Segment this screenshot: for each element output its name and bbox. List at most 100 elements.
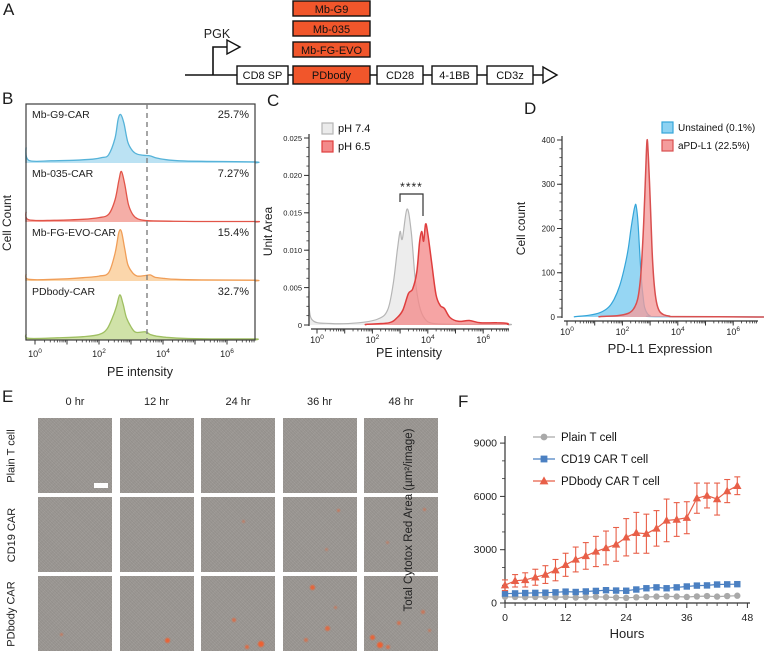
data-marker — [693, 593, 701, 600]
data-series-line — [504, 583, 738, 595]
cytotox-red-dot — [325, 548, 329, 551]
svg-text:104: 104 — [421, 334, 435, 345]
data-marker — [591, 547, 601, 555]
panel-e-microscopy-grid: 0 hr 12 hr 24 hr 36 hr 48 hr Plain T cell CD19… — [0, 388, 460, 652]
svg-text:106: 106 — [726, 326, 740, 337]
data-marker — [592, 593, 600, 600]
construct-box-cd8-sp — [236, 65, 289, 85]
svg-text:100: 100 — [310, 334, 324, 345]
data-marker — [653, 593, 660, 600]
data-marker — [713, 593, 721, 600]
micro-image-cell — [38, 418, 112, 493]
cytotox-red-dot — [396, 621, 401, 625]
overlay-histogram-plot: 0 100 200 300 400 100 102 104 106 PD-L1 Expressio… — [514, 121, 764, 356]
timepoint-header: 36 hr — [306, 396, 333, 408]
micro-image-cell — [282, 418, 357, 493]
cytotox-red-dot — [303, 637, 308, 642]
svg-text:104: 104 — [156, 348, 170, 359]
legend-marker — [539, 476, 549, 485]
cytotox-red-dot — [428, 628, 432, 632]
construct-box-pdbody — [292, 65, 371, 85]
svg-text:100: 100 — [542, 269, 556, 278]
construct-box-label: CD28 — [386, 70, 414, 82]
svg-text:9000: 9000 — [474, 438, 498, 450]
data-marker — [571, 555, 580, 563]
legend-label: pH 6.5 — [338, 141, 370, 153]
cytotox-red-dot — [245, 645, 250, 649]
micro-image-cell — [201, 418, 275, 493]
cytotox-red-dot — [420, 609, 425, 614]
data-marker — [511, 590, 519, 597]
data-marker — [582, 593, 589, 601]
histogram-percent: 32.7% — [218, 286, 249, 298]
data-marker — [522, 589, 529, 597]
y-axis-label: Unit Area — [262, 206, 275, 256]
x-axis-label: PE intensity — [376, 346, 443, 360]
data-marker — [562, 593, 569, 601]
construct-box-label: 4-1BB — [439, 70, 470, 82]
micro-image-cell — [364, 418, 438, 493]
condition-row-label: PDbody CAR — [6, 580, 19, 647]
cytotox-red-dot — [334, 606, 338, 609]
panel-letter-b: B — [2, 89, 14, 108]
svg-text:200: 200 — [542, 224, 556, 233]
significance-stars: **** — [400, 180, 423, 194]
significance-bracket — [399, 193, 424, 216]
data-marker — [693, 582, 701, 589]
data-marker — [581, 551, 590, 560]
x-axis-label: Hours — [610, 626, 645, 641]
construct-diagram-plot: PGK CD8 SP PDbody CD28 4-1BB CD3z Mb-G9 Mb-035 M… — [185, 0, 559, 85]
micro-image-cell — [38, 497, 112, 572]
svg-text:102: 102 — [92, 348, 106, 359]
data-marker — [542, 589, 549, 596]
y-axis-label: Cell Count — [0, 194, 14, 251]
data-marker — [592, 587, 600, 595]
data-marker — [663, 585, 670, 592]
y-axis-label: Total Cytotox Red Area (µm²/image) — [403, 428, 415, 611]
mb-variant-box — [292, 41, 371, 58]
panel-a-construct-diagram: PGK CD8 SP PDbody CD28 4-1BB CD3z Mb-G9 Mb-035 M… — [175, 0, 575, 92]
histogram-percent: 25.7% — [218, 109, 249, 121]
svg-text:6000: 6000 — [474, 491, 498, 503]
legend-swatch — [321, 122, 334, 135]
data-marker — [643, 593, 650, 601]
svg-text:0: 0 — [502, 612, 508, 624]
flow-histogram-stack-plot: Mb-G9-CAR 25.7% Mb-035-CAR 7.27% Mb-FG-EVO-C… — [0, 103, 261, 379]
data-marker — [712, 494, 722, 503]
data-marker — [572, 588, 579, 596]
condition-row-label: CD19 CAR — [6, 507, 18, 562]
svg-text:300: 300 — [542, 180, 556, 189]
cytotox-red-dot — [376, 642, 383, 648]
data-series-line — [504, 485, 738, 586]
timepoint-header: 48 hr — [388, 396, 414, 408]
data-marker — [532, 589, 539, 597]
promoter-label: PGK — [204, 27, 231, 41]
legend-label: Plain T cell — [561, 432, 617, 444]
data-marker — [723, 486, 732, 495]
legend-marker — [540, 455, 548, 463]
data-marker — [724, 581, 731, 588]
cytotox-red-dot — [165, 637, 171, 643]
micro-image-cell — [201, 497, 275, 572]
histogram-curve — [598, 138, 764, 318]
data-marker — [643, 585, 650, 592]
cytotox-red-dot — [337, 509, 341, 512]
construct-box-label: CD8 SP — [243, 70, 283, 82]
data-marker — [551, 565, 560, 574]
data-marker — [623, 587, 630, 594]
cytotox-red-dot — [257, 641, 264, 648]
timepoint-header: 0 hr — [65, 396, 85, 408]
timepoint-header: 24 hr — [225, 396, 251, 408]
histogram-row-label: Mb-FG-EVO-CAR — [32, 227, 116, 239]
cytotox-red-dot — [386, 540, 390, 544]
data-marker — [703, 592, 711, 600]
svg-text:0.020: 0.020 — [283, 171, 302, 180]
legend-swatch — [661, 139, 674, 152]
data-marker — [541, 570, 550, 578]
mb-variant-label: Mb-035 — [313, 24, 350, 36]
svg-text:0.005: 0.005 — [283, 283, 302, 292]
micro-image-cell — [201, 576, 275, 651]
panel-letter-a: A — [3, 0, 15, 19]
micro-image-cell — [282, 576, 357, 651]
